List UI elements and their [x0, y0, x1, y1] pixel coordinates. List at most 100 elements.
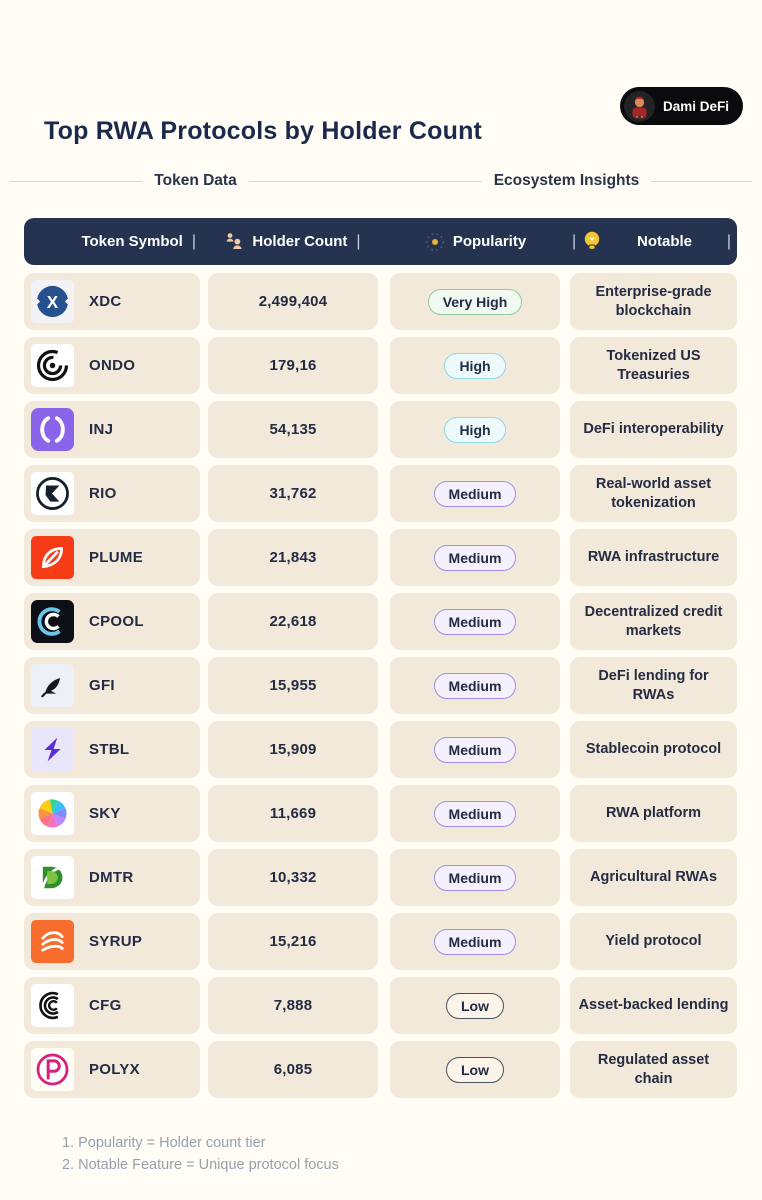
section-token-data: Token Data	[10, 172, 381, 190]
column-header-notable: | Notable |	[570, 218, 737, 265]
table-row: ONDO 179,16 High Tokenized US Treasuries	[24, 337, 737, 394]
notable-cell: Agricultural RWAs	[570, 849, 737, 906]
popularity-badge: Medium	[433, 736, 517, 763]
column-label: Popularity	[452, 233, 527, 250]
table-row: PLUME 21,843 Medium RWA infrastructure	[24, 529, 737, 586]
token-cell: STBL	[24, 721, 200, 778]
token-symbol: CFG	[89, 997, 122, 1014]
token-symbol: DMTR	[89, 869, 134, 886]
notable-cell: Tokenized US Treasuries	[570, 337, 737, 394]
page-title: Top RWA Protocols by Holder Count	[44, 116, 483, 145]
popularity-badge: High	[444, 416, 506, 443]
section-label-token-data: Token Data	[154, 172, 237, 189]
token-symbol: STBL	[89, 741, 130, 758]
popularity-cell: Low	[390, 1041, 560, 1098]
popularity-badge: Medium	[433, 480, 517, 507]
holder-count-cell: 31,762	[208, 465, 378, 522]
token-logo-icon	[31, 1048, 74, 1091]
token-logo-icon	[31, 728, 74, 771]
holder-count-cell: 6,085	[208, 1041, 378, 1098]
section-ecosystem-insights: Ecosystem Insights	[381, 172, 753, 190]
notable-cell: Stablecoin protocol	[570, 721, 737, 778]
popularity-cell: Medium	[390, 849, 560, 906]
column-label: Notable	[636, 233, 692, 250]
popularity-badge: Medium	[433, 800, 517, 827]
table-row: CPOOL 22,618 Medium Decentralized credit…	[24, 593, 737, 650]
sparkle-icon	[424, 231, 446, 253]
notable-text: DeFi lending for RWAs	[598, 667, 709, 703]
table-header: Token Symbol | Holder Count |	[24, 218, 737, 265]
holder-count-value: 11,669	[269, 805, 317, 822]
notable-text: Stablecoin protocol	[585, 741, 722, 758]
section-line	[381, 180, 482, 182]
token-logo-icon	[31, 664, 74, 707]
notable-cell: Yield protocol	[570, 913, 737, 970]
column-label: Holder Count	[252, 233, 348, 250]
section-line	[248, 180, 381, 182]
token-symbol: PLUME	[89, 549, 143, 566]
holder-count-value: 7,888	[273, 997, 313, 1014]
notable-text: Enterprise-grade blockchain	[595, 283, 712, 319]
holder-count-value: 10,332	[269, 869, 317, 886]
section-line	[651, 180, 753, 182]
holder-count-cell: 10,332	[208, 849, 378, 906]
popularity-badge: High	[444, 352, 506, 379]
token-cell: RIO	[24, 465, 200, 522]
notable-cell: RWA infrastructure	[570, 529, 737, 586]
holder-count-value: 15,216	[269, 933, 317, 950]
holder-count-cell: 7,888	[208, 977, 378, 1034]
popularity-cell: Medium	[390, 785, 560, 842]
token-cell: SYRUP	[24, 913, 200, 970]
table-row: RIO 31,762 Medium Real-world asset token…	[24, 465, 737, 522]
popularity-badge: Medium	[433, 928, 517, 955]
token-logo-icon	[31, 600, 74, 643]
table-row: GFI 15,955 Medium DeFi lending for RWAs	[24, 657, 737, 714]
popularity-badge: Medium	[433, 608, 517, 635]
column-label: Token Symbol	[81, 233, 183, 250]
popularity-cell: High	[390, 337, 560, 394]
notable-cell: DeFi interoperability	[570, 401, 737, 458]
notable-cell: DeFi lending for RWAs	[570, 657, 737, 714]
popularity-badge: Very High	[427, 288, 523, 315]
holder-count-value: 2,499,404	[258, 293, 328, 310]
token-symbol: GFI	[89, 677, 115, 694]
notable-text: Asset-backed lending	[578, 997, 729, 1014]
notable-text: RWA infrastructure	[587, 549, 720, 566]
token-symbol: XDC	[89, 293, 122, 310]
popularity-cell: Medium	[390, 913, 560, 970]
notable-cell: Decentralized credit markets	[570, 593, 737, 650]
token-logo-icon	[31, 792, 74, 835]
table-row: STBL 15,909 Medium Stablecoin protocol	[24, 721, 737, 778]
popularity-badge: Medium	[433, 864, 517, 891]
popularity-badge: Low	[446, 992, 504, 1019]
people-icon	[223, 231, 245, 253]
token-cell: INJ	[24, 401, 200, 458]
holder-count-value: 54,135	[269, 421, 317, 438]
token-cell: SKY	[24, 785, 200, 842]
notable-text: Decentralized credit markets	[584, 603, 723, 639]
token-logo-icon	[31, 536, 74, 579]
notable-text: Tokenized US Treasuries	[606, 347, 701, 383]
token-logo-icon: X	[31, 280, 74, 323]
notable-text: Agricultural RWAs	[589, 869, 718, 886]
token-logo-icon	[31, 472, 74, 515]
holder-count-value: 31,762	[269, 485, 317, 502]
token-symbol: SKY	[89, 805, 121, 822]
notable-cell: RWA platform	[570, 785, 737, 842]
notable-cell: Regulated asset chain	[570, 1041, 737, 1098]
column-header-popularity: Popularity	[390, 218, 560, 265]
token-symbol: ONDO	[89, 357, 136, 374]
table-row: POLYX 6,085 Low Regulated asset chain	[24, 1041, 737, 1098]
table-row: SYRUP 15,216 Medium Yield protocol	[24, 913, 737, 970]
popularity-cell: Medium	[390, 657, 560, 714]
holder-count-cell: 15,216	[208, 913, 378, 970]
header-divider: |	[726, 232, 731, 250]
token-cell: DMTR	[24, 849, 200, 906]
column-header-token-symbol: Token Symbol |	[24, 218, 200, 265]
token-symbol: INJ	[89, 421, 114, 438]
header-divider: |	[356, 232, 361, 250]
token-logo-icon	[31, 920, 74, 963]
popularity-cell: Low	[390, 977, 560, 1034]
notable-cell: Asset-backed lending	[570, 977, 737, 1034]
notable-cell: Enterprise-grade blockchain	[570, 273, 737, 330]
